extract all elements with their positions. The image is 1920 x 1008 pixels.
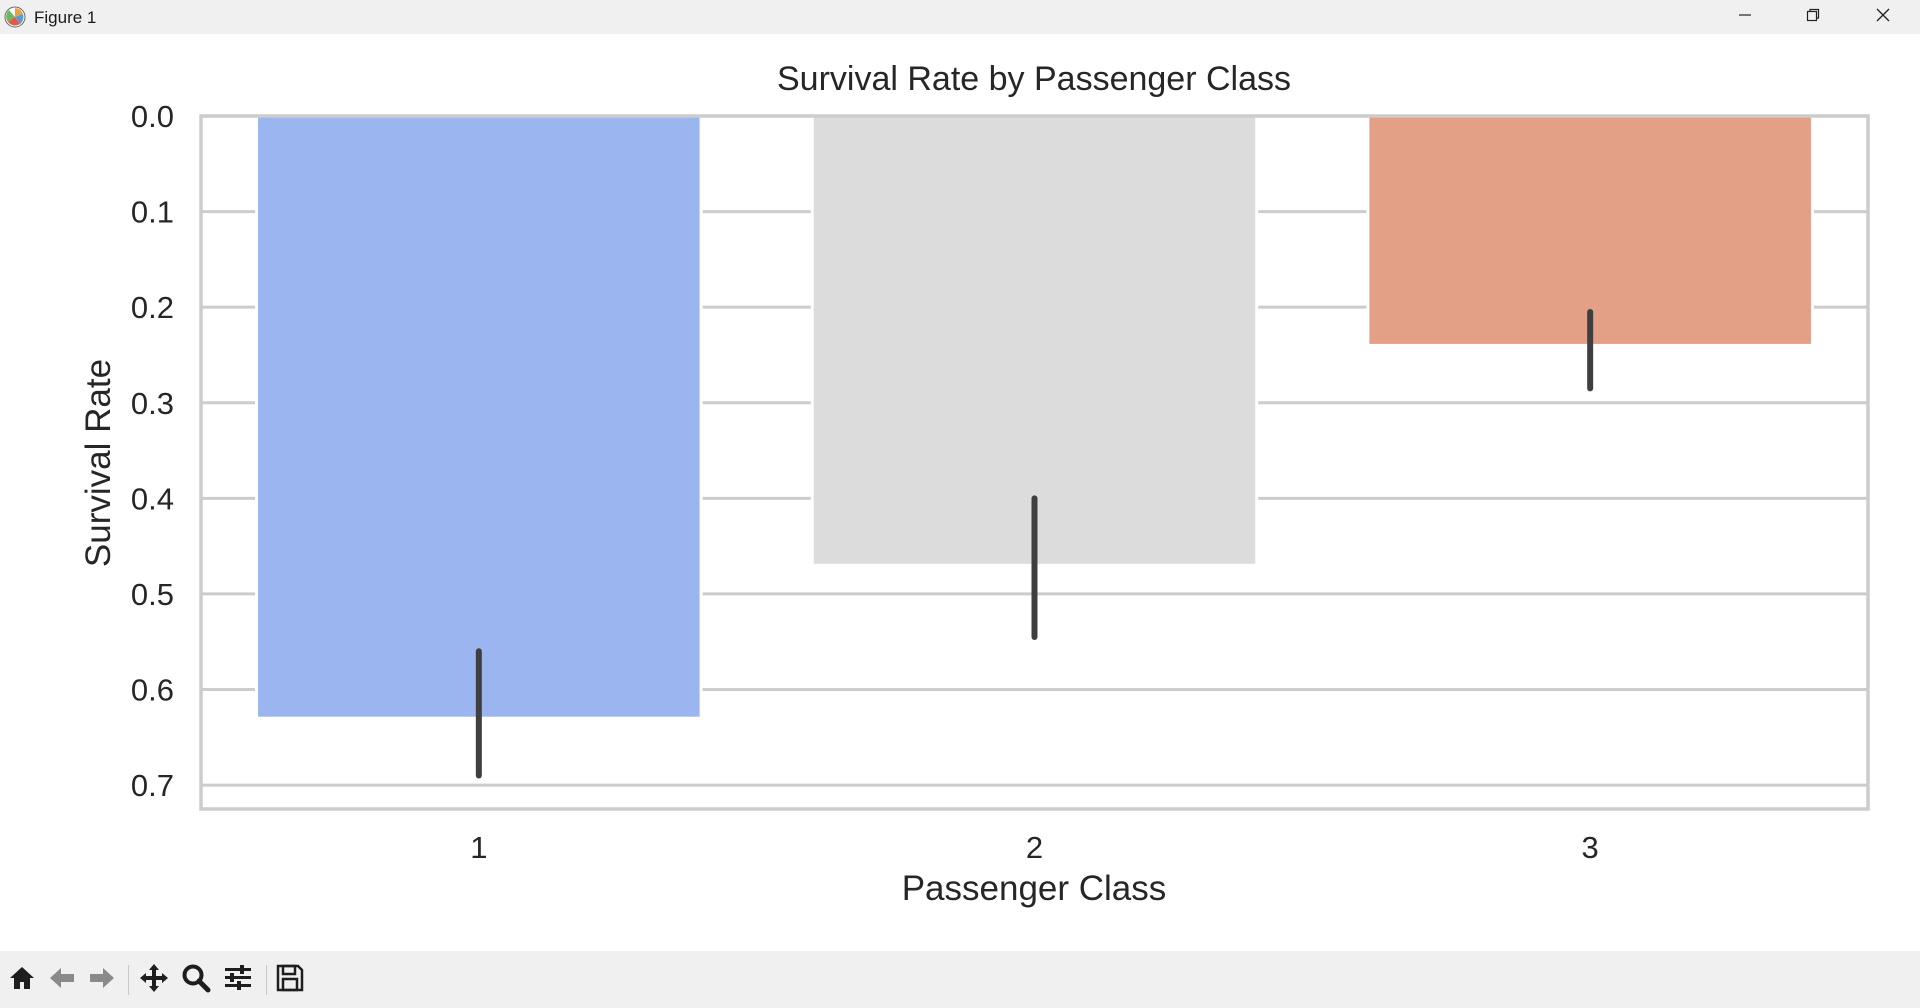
back-button[interactable] xyxy=(44,962,80,998)
y-tick-label: 0.6 xyxy=(131,673,174,708)
bar-class-1 xyxy=(255,114,703,720)
close-icon xyxy=(1875,7,1891,27)
save-button[interactable] xyxy=(272,962,308,998)
floppy-disk-icon xyxy=(274,962,306,998)
home-icon xyxy=(7,963,37,997)
x-axis-label: Passenger Class xyxy=(902,869,1167,908)
y-tick-label: 0.4 xyxy=(131,481,174,516)
y-tick-labels: 0.0 0.1 0.2 0.3 0.4 0.5 0.6 0.7 xyxy=(131,99,174,803)
toolbar-separator xyxy=(128,965,129,995)
matplotlib-logo-icon xyxy=(4,6,26,28)
y-axis-label: Survival Rate xyxy=(79,359,118,567)
bar-class-2 xyxy=(810,114,1259,567)
arrow-right-icon xyxy=(87,963,117,997)
zoom-button[interactable] xyxy=(178,962,214,998)
navigation-toolbar xyxy=(0,951,1920,1008)
y-tick-label: 0.0 xyxy=(131,99,174,134)
restore-icon xyxy=(1805,7,1821,27)
error-bars xyxy=(475,308,1594,779)
y-tick-label: 0.1 xyxy=(131,195,174,230)
window-title: Figure 1 xyxy=(34,8,97,27)
title-bar[interactable]: Figure 1 xyxy=(0,0,1920,34)
y-tick-label: 0.3 xyxy=(131,386,174,421)
y-tick-label: 0.2 xyxy=(131,290,174,325)
bar-chart: 0.0 0.1 0.2 0.3 0.4 0.5 0.6 0.7 1 2 3 Survival Ra… xyxy=(79,60,1870,908)
bars xyxy=(255,114,1814,720)
minimize-button[interactable] xyxy=(1710,0,1780,34)
x-tick-label: 2 xyxy=(1026,830,1043,865)
y-tick-label: 0.5 xyxy=(131,577,174,612)
magnifier-icon xyxy=(180,962,212,998)
move-icon xyxy=(138,962,170,998)
sliders-icon xyxy=(222,962,254,998)
x-tick-labels: 1 2 3 xyxy=(470,830,1599,865)
x-tick-label: 1 xyxy=(470,830,487,865)
pan-button[interactable] xyxy=(136,962,172,998)
arrow-left-icon xyxy=(47,963,77,997)
axes-spines xyxy=(199,114,1870,811)
minimize-icon xyxy=(1737,7,1753,27)
restore-button[interactable] xyxy=(1778,0,1848,34)
bar-class-3 xyxy=(1366,114,1814,347)
x-tick-label: 3 xyxy=(1582,830,1599,865)
toolbar-separator xyxy=(266,965,267,995)
axes-frame xyxy=(199,114,1870,811)
home-button[interactable] xyxy=(4,962,40,998)
forward-button[interactable] xyxy=(84,962,120,998)
y-tick-label: 0.7 xyxy=(131,768,174,803)
figure-canvas[interactable]: 0.0 0.1 0.2 0.3 0.4 0.5 0.6 0.7 1 2 3 Survival Ra… xyxy=(0,34,1920,951)
configure-subplots-button[interactable] xyxy=(220,962,256,998)
chart-title: Survival Rate by Passenger Class xyxy=(777,60,1291,98)
close-button[interactable] xyxy=(1848,0,1918,34)
